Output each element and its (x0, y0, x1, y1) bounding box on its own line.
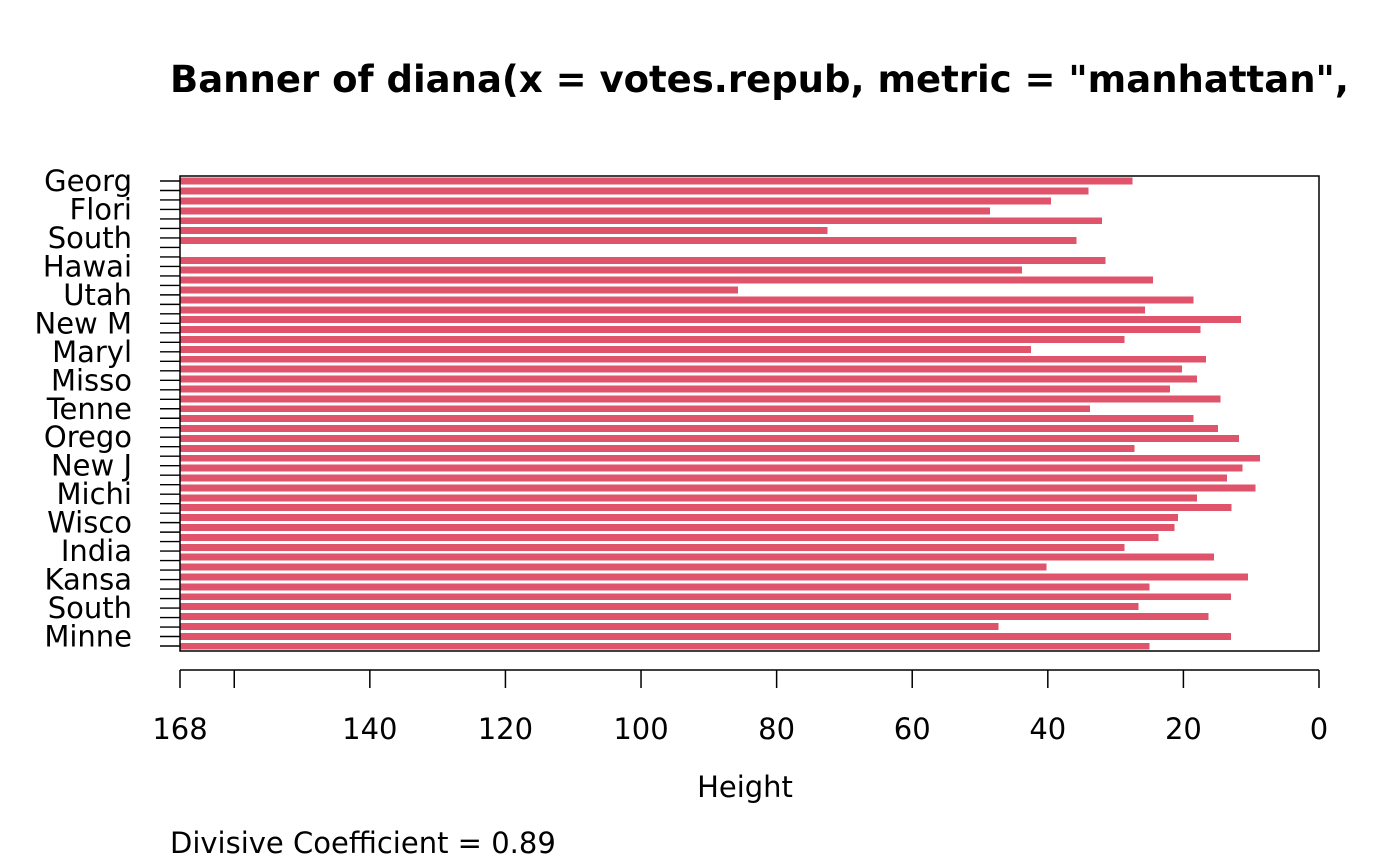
banner-bar (180, 563, 1047, 571)
banner-bar (180, 524, 1175, 531)
banner-bar (180, 237, 1077, 244)
banner-bar (180, 306, 1145, 314)
banner-bar (180, 286, 738, 294)
x-tick-label: 140 (342, 712, 397, 746)
banner-bar (180, 316, 1242, 324)
banner-bar (180, 434, 1239, 442)
y-tick-label: New J (51, 449, 132, 483)
banner-bar (180, 543, 1125, 551)
x-tick-label: 20 (1165, 712, 1202, 746)
y-tick-label: South (48, 591, 132, 625)
x-tick-label: 60 (894, 712, 931, 746)
x-tick-label: 120 (478, 712, 533, 746)
y-tick-label: Utah (63, 278, 132, 312)
banner-bar (180, 385, 1170, 393)
banner-bar (180, 444, 1135, 452)
y-tick-label: Wisco (47, 506, 132, 540)
banner-bar (180, 415, 1194, 423)
y-tick-label: Michi (57, 477, 132, 511)
y-tick-label: New M (35, 306, 133, 340)
banner-bar (180, 613, 1209, 621)
y-tick-label: Georg (44, 164, 132, 198)
banner-bar (180, 296, 1194, 304)
banner-bar (180, 464, 1243, 472)
y-tick-label: Tenne (46, 392, 132, 426)
banner-bar (180, 227, 828, 235)
divisive-coefficient: Divisive Coefficient = 0.89 (170, 826, 556, 860)
banner-bar (180, 375, 1197, 383)
x-axis: 168 140 120 100 80 60 40 20 0 (152, 669, 1328, 746)
banner-bar (180, 553, 1214, 561)
banner-bar (180, 504, 1232, 512)
banner-bar (180, 395, 1221, 403)
banner-bar (180, 593, 1231, 601)
y-tick-label: Maryl (52, 335, 132, 369)
y-tick-label: India (61, 534, 132, 568)
banner-bar (180, 276, 1153, 284)
x-tick-label: 168 (152, 712, 207, 746)
banner-bar (180, 197, 1052, 205)
chart-title: Banner of diana(x = votes.repub, metric … (170, 58, 1349, 101)
banner-bar (180, 425, 1218, 433)
banner-bar (180, 177, 1133, 185)
banner-bar (180, 603, 1139, 611)
banner-bar (180, 494, 1197, 502)
banner-bar (180, 207, 991, 215)
banner-bar (180, 583, 1150, 591)
banner-bar (180, 266, 1023, 274)
x-tick-label: 100 (613, 712, 668, 746)
banner-bar (180, 622, 999, 630)
y-tick-label: South (48, 221, 132, 255)
y-tick-label: Kansa (44, 563, 132, 597)
banner-bar (180, 573, 1248, 581)
x-axis-label: Height (697, 770, 793, 804)
banner-bar (180, 533, 1159, 541)
banner-bar (180, 454, 1261, 462)
x-tick-label: 80 (758, 712, 795, 746)
banner-bar (180, 474, 1227, 482)
y-tick-label: Orego (44, 420, 132, 454)
banner-bar (180, 256, 1106, 264)
y-tick-label: Hawai (43, 249, 132, 283)
banner-bar (180, 642, 1150, 650)
banner-bar (180, 365, 1183, 373)
plot-frame (179, 175, 1320, 652)
banner-bars (180, 177, 1261, 650)
x-tick-label: 0 (1310, 712, 1328, 746)
banner-bar (180, 345, 1031, 353)
banner-bar (180, 355, 1206, 363)
banner-bar (180, 405, 1090, 413)
banner-bar (180, 217, 1103, 225)
y-tick-label: Flori (70, 192, 132, 226)
banner-bar (180, 326, 1201, 334)
banner-bar (180, 632, 1231, 640)
x-tick-label: 40 (1029, 712, 1066, 746)
banner-bar (180, 514, 1178, 522)
banner-bar (180, 336, 1125, 343)
y-tick-label: Minne (44, 620, 132, 654)
y-tick-label: Misso (51, 363, 132, 397)
banner-bar (180, 187, 1089, 195)
banner-bar (180, 484, 1256, 492)
